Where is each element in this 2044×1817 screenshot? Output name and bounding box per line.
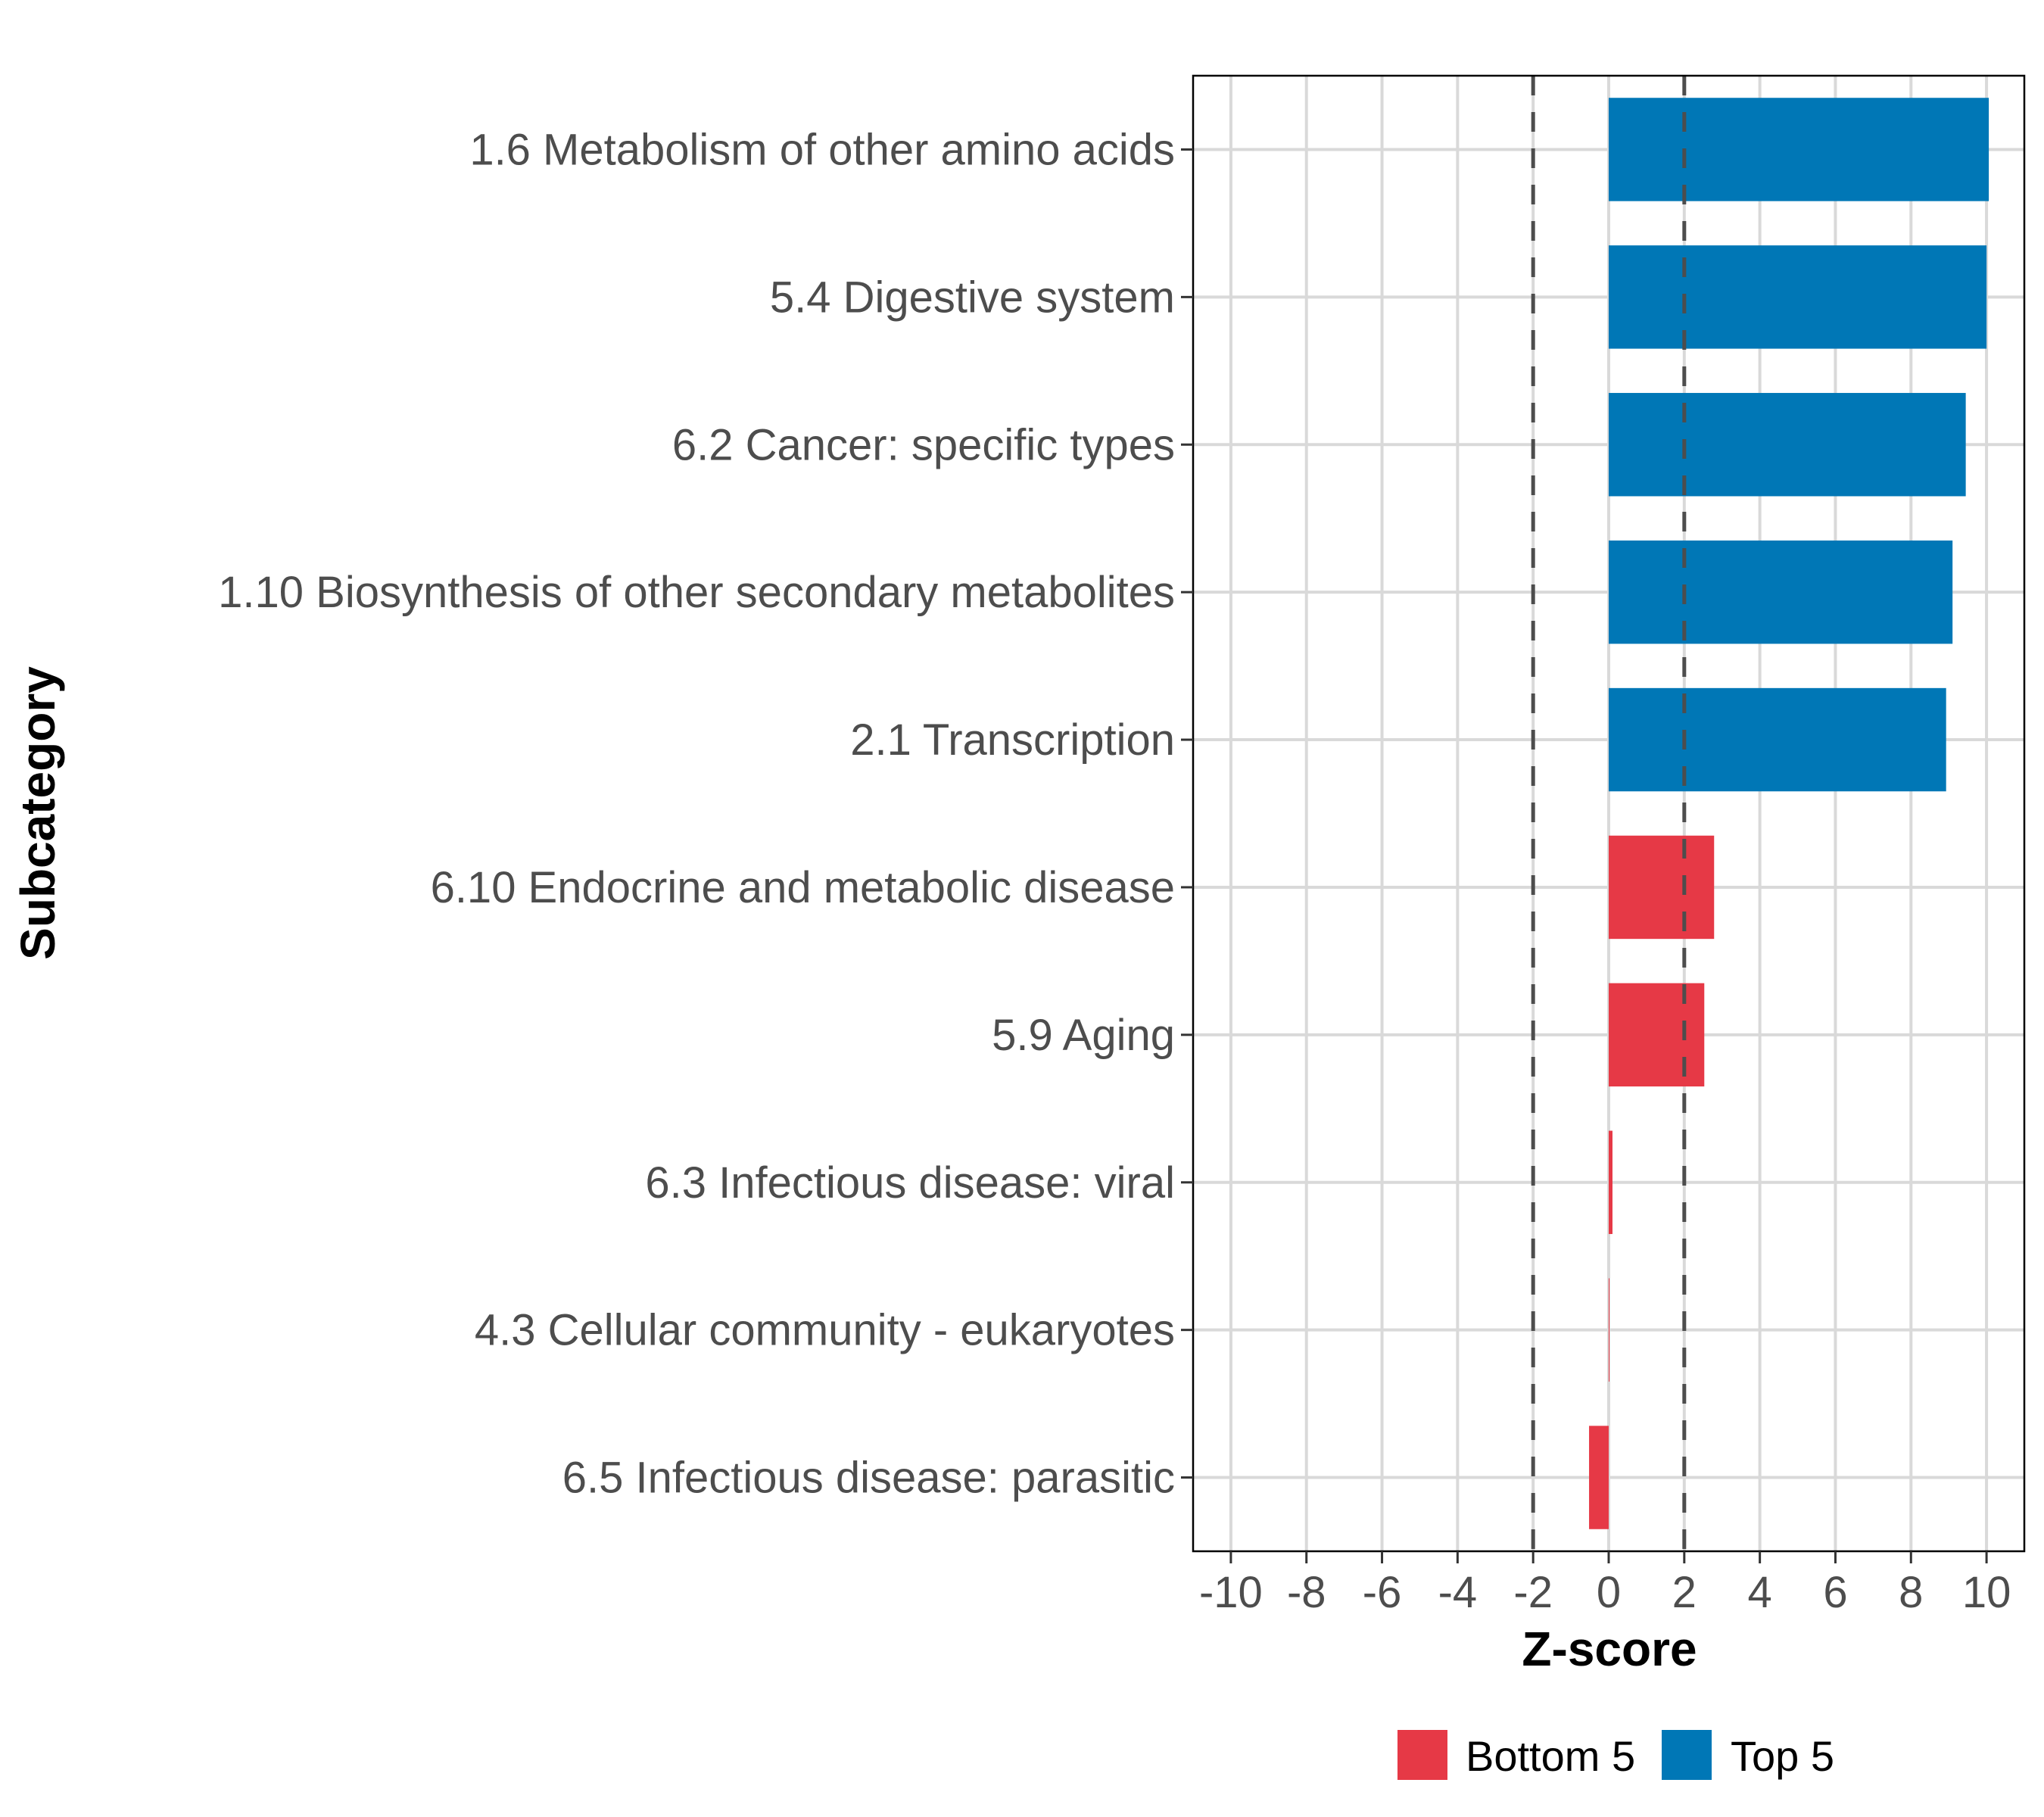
x-tick-label: -8 [1287, 1568, 1326, 1617]
y-tick-label: 6.5 Infectious disease: parasitic [562, 1454, 1175, 1503]
x-tick-labels: -10 -8 -6 -4 -2 0 2 4 6 8 10 [1199, 1551, 2011, 1617]
bar [1609, 393, 1966, 497]
y-tick-label: 6.2 Cancer: specific types [672, 420, 1175, 469]
y-tick-label: 5.4 Digestive system [770, 273, 1175, 322]
x-tick-label: -6 [1363, 1568, 1402, 1617]
x-tick-label: -2 [1513, 1568, 1553, 1617]
y-tick-label: 6.10 Endocrine and metabolic disease [431, 863, 1175, 912]
y-tick-label: 1.6 Metabolism of other amino acids [469, 125, 1175, 174]
legend-swatch-bottom-5 [1397, 1730, 1447, 1780]
bar [1609, 98, 1989, 201]
x-tick-label: 8 [1899, 1568, 1923, 1617]
bar [1609, 540, 1953, 644]
legend-label-bottom-5: Bottom 5 [1466, 1732, 1635, 1780]
x-tick-label: 6 [1823, 1568, 1847, 1617]
y-tick-label: 6.3 Infectious disease: viral [645, 1158, 1175, 1208]
y-tick-label: 2.1 Transcription [850, 715, 1175, 765]
legend-label-top-5: Top 5 [1731, 1732, 1834, 1780]
bar [1609, 983, 1705, 1087]
x-tick-label: 0 [1597, 1568, 1621, 1617]
x-tick-label: 10 [1962, 1568, 2011, 1617]
reference-lines [1531, 76, 1687, 1551]
bar [1589, 1426, 1609, 1529]
y-tick-label: 4.3 Cellular community - eukaryotes [475, 1306, 1175, 1355]
x-tick-label: 4 [1748, 1568, 1772, 1617]
bar [1609, 245, 1987, 349]
bar [1609, 687, 1946, 792]
x-tick-label: -4 [1438, 1568, 1478, 1617]
bar [1609, 1130, 1612, 1234]
x-tick-label: -10 [1199, 1568, 1263, 1617]
legend: Bottom 5 Top 5 [1397, 1730, 1834, 1780]
bar [1609, 835, 1715, 940]
x-axis-title: Z-score [1522, 1622, 1697, 1676]
y-tick-label: 5.9 Aging [992, 1011, 1175, 1060]
y-tick-label: 1.10 Biosynthesis of other secondary met… [218, 568, 1175, 617]
y-axis-title: Subcategory [11, 666, 65, 960]
bars [1589, 98, 1989, 1529]
legend-swatch-top-5 [1662, 1730, 1712, 1780]
y-tick-labels: 1.6 Metabolism of other amino acids 5.4 D… [218, 125, 1193, 1503]
x-tick-label: 2 [1672, 1568, 1697, 1617]
